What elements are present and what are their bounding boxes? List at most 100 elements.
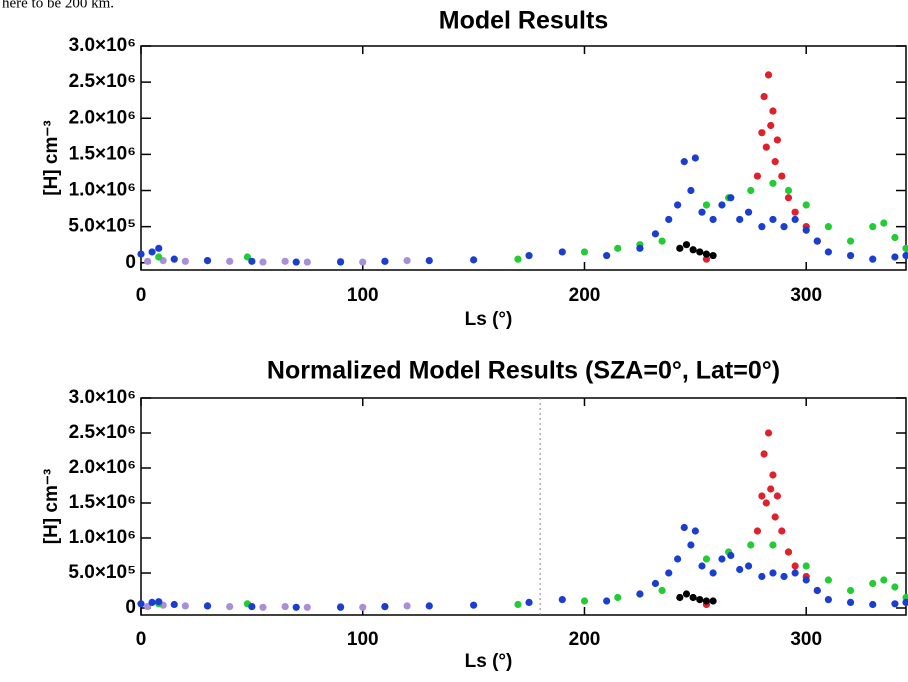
point bbox=[736, 565, 744, 574]
point bbox=[736, 215, 744, 224]
point bbox=[665, 215, 673, 224]
point bbox=[425, 257, 433, 265]
point bbox=[702, 255, 711, 263]
point bbox=[902, 244, 908, 252]
point bbox=[767, 485, 775, 493]
point bbox=[702, 201, 711, 209]
point bbox=[753, 527, 762, 535]
point bbox=[727, 551, 735, 560]
point bbox=[727, 194, 735, 202]
y-tick-label: 2.5×10⁶ bbox=[69, 71, 136, 92]
point bbox=[651, 579, 660, 588]
point bbox=[780, 223, 788, 231]
point bbox=[709, 569, 717, 577]
point bbox=[702, 555, 711, 563]
point bbox=[636, 590, 644, 598]
point bbox=[846, 237, 855, 245]
point bbox=[718, 555, 726, 563]
point bbox=[769, 569, 777, 577]
point bbox=[869, 223, 877, 231]
y-axis-label: [H] cm⁻³ bbox=[41, 120, 62, 195]
point bbox=[248, 257, 256, 265]
y-tick-label: 5.0×10⁵ bbox=[68, 216, 136, 237]
point bbox=[137, 600, 145, 608]
point bbox=[769, 107, 777, 115]
point bbox=[698, 562, 706, 570]
point bbox=[680, 158, 688, 166]
point bbox=[778, 527, 786, 535]
point bbox=[744, 562, 753, 570]
point bbox=[359, 603, 367, 611]
point bbox=[470, 256, 478, 264]
point bbox=[614, 593, 622, 602]
point bbox=[689, 246, 697, 254]
point bbox=[658, 237, 666, 245]
point bbox=[691, 154, 699, 162]
point bbox=[764, 429, 773, 437]
point bbox=[802, 226, 810, 234]
point bbox=[181, 257, 189, 265]
point bbox=[846, 598, 855, 607]
plot-frame bbox=[140, 397, 907, 616]
point bbox=[226, 603, 234, 611]
point bbox=[880, 219, 888, 227]
point bbox=[747, 541, 755, 549]
x-tick-label: 300 bbox=[790, 629, 822, 650]
point bbox=[674, 201, 682, 209]
point bbox=[891, 600, 899, 608]
point bbox=[144, 257, 152, 265]
text-fragment: here to be 200 km. bbox=[2, 0, 114, 11]
point bbox=[658, 586, 666, 595]
point bbox=[580, 248, 589, 256]
point bbox=[791, 215, 799, 224]
point bbox=[170, 255, 178, 263]
point bbox=[902, 598, 908, 606]
point bbox=[702, 250, 711, 258]
point bbox=[603, 597, 611, 605]
point bbox=[758, 572, 766, 581]
point bbox=[665, 569, 673, 577]
point bbox=[470, 601, 478, 609]
point bbox=[760, 450, 768, 458]
point bbox=[603, 251, 611, 260]
point bbox=[702, 597, 711, 605]
point bbox=[292, 603, 300, 611]
point bbox=[303, 258, 311, 266]
point bbox=[525, 251, 533, 260]
point bbox=[784, 194, 793, 202]
y-tick-label: 5.0×10⁵ bbox=[68, 562, 136, 583]
x-tick-label: 0 bbox=[136, 285, 147, 306]
point bbox=[891, 583, 899, 591]
point bbox=[336, 258, 345, 266]
point bbox=[709, 215, 717, 224]
point bbox=[764, 71, 773, 79]
point bbox=[747, 186, 755, 195]
point bbox=[514, 255, 522, 263]
x-tick-label: 100 bbox=[347, 285, 379, 306]
point bbox=[651, 230, 660, 238]
point bbox=[696, 248, 704, 256]
point bbox=[824, 223, 832, 231]
point bbox=[403, 602, 411, 610]
point bbox=[784, 186, 793, 195]
point bbox=[758, 129, 766, 137]
point bbox=[248, 603, 256, 611]
point bbox=[869, 255, 877, 263]
point bbox=[744, 208, 753, 216]
point bbox=[381, 603, 389, 611]
point bbox=[771, 158, 779, 166]
point bbox=[558, 596, 566, 604]
point bbox=[425, 602, 433, 610]
plot-frame bbox=[140, 45, 907, 271]
y-tick-label: 1.5×10⁶ bbox=[69, 143, 136, 164]
point bbox=[758, 492, 766, 500]
point bbox=[203, 602, 212, 610]
point bbox=[846, 586, 855, 595]
point bbox=[682, 241, 691, 249]
point bbox=[773, 492, 781, 500]
point bbox=[802, 201, 810, 209]
point bbox=[281, 257, 289, 265]
y-tick-label: 1.0×10⁶ bbox=[69, 180, 136, 201]
point bbox=[891, 233, 899, 242]
